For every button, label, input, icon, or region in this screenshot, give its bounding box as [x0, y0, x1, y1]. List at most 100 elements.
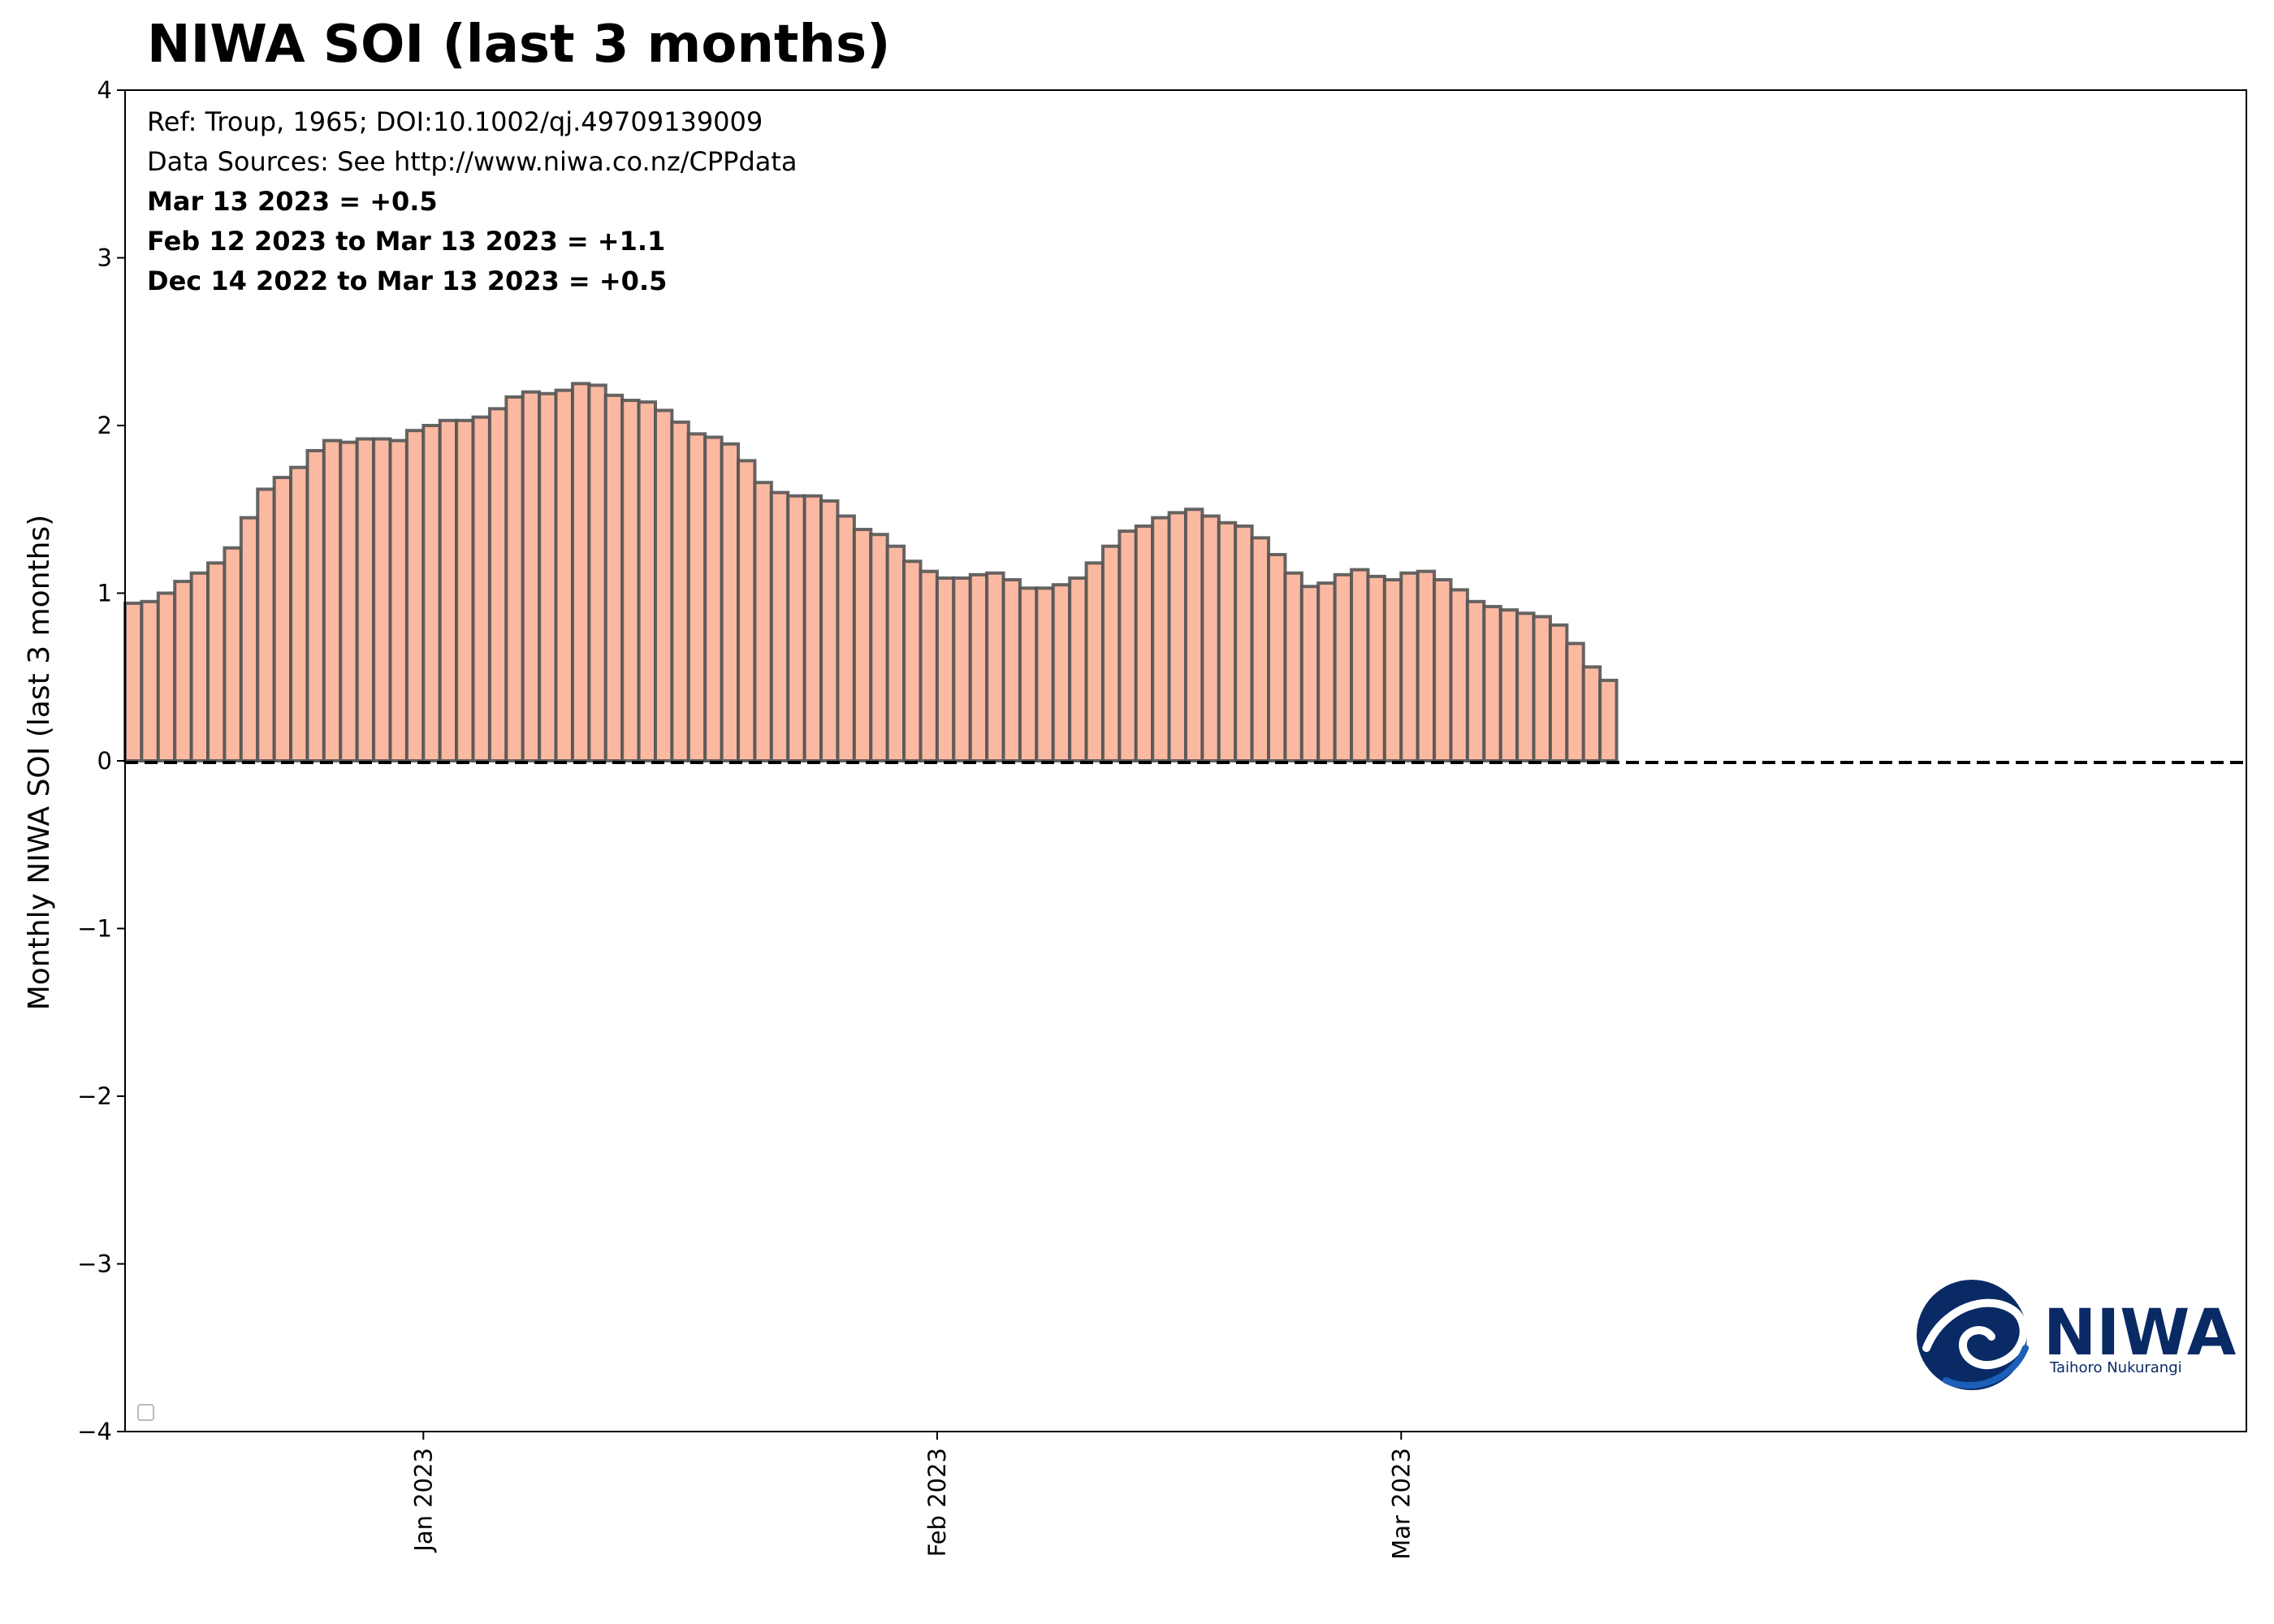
bar	[1399, 571, 1420, 762]
niwa-logo-tagline: Taihoro Nukurangi	[2049, 1359, 2182, 1376]
bar	[1167, 511, 1187, 762]
bar	[1498, 608, 1520, 763]
bar	[554, 388, 574, 762]
bar	[1084, 561, 1105, 763]
bar	[1234, 524, 1254, 763]
bar	[1134, 524, 1155, 763]
y-tick-label: −4	[77, 1418, 112, 1445]
bar	[1598, 678, 1619, 763]
bar	[1548, 623, 1569, 762]
bar	[438, 418, 459, 762]
niwa-logo-wordmark: NIWA	[2043, 1297, 2236, 1370]
annotation-line: Ref: Troup, 1965; DOI:10.1002/qj.4970913…	[147, 106, 763, 137]
bar	[587, 383, 607, 762]
y-axis-label: Monthly NIWA SOI (last 3 months)	[23, 515, 56, 1011]
bar	[1449, 588, 1469, 762]
bar	[471, 415, 491, 762]
bar	[372, 437, 392, 763]
bar	[173, 580, 193, 762]
bar	[504, 395, 525, 762]
bar	[620, 399, 641, 762]
bar	[968, 572, 989, 763]
bar	[952, 576, 972, 762]
x-tick-label: Mar 2023	[1387, 1448, 1415, 1560]
bar	[156, 591, 177, 762]
bar	[305, 448, 326, 762]
y-tick-label: 3	[97, 244, 112, 272]
bar	[1382, 577, 1403, 762]
bar	[1433, 577, 1453, 762]
bar	[1118, 529, 1138, 762]
y-tick-label: 1	[97, 580, 112, 607]
bar	[1283, 571, 1303, 762]
bar-series	[123, 382, 1619, 763]
niwa-logo-swirl-wave	[1922, 1298, 2028, 1370]
bar	[1267, 553, 1287, 762]
bar	[1333, 572, 1354, 763]
bar	[1151, 516, 1171, 763]
bar	[388, 438, 409, 763]
bar	[322, 438, 343, 763]
bar	[422, 424, 442, 762]
bar	[1001, 577, 1022, 762]
y-tick-label: −2	[77, 1082, 112, 1110]
bar	[1316, 581, 1337, 762]
bar	[487, 407, 508, 762]
bar	[1465, 599, 1486, 762]
bar	[404, 429, 426, 762]
bar	[123, 601, 144, 763]
y-tick-label: 4	[97, 76, 112, 104]
bar	[819, 499, 840, 762]
niwa-logo: NIWA Taihoro Nukurangi	[1917, 1280, 2236, 1390]
bar	[1581, 665, 1602, 762]
y-tick-label: 0	[97, 747, 112, 775]
bar	[1482, 605, 1502, 763]
bar	[852, 528, 873, 763]
chart-title: NIWA SOI (last 3 months)	[147, 15, 890, 75]
bar	[1532, 615, 1552, 762]
bar	[140, 599, 160, 762]
bar	[919, 569, 939, 763]
bar	[786, 494, 806, 762]
x-axis-ticks: Jan 2023 Feb 2023 Mar 2023	[409, 1432, 1415, 1560]
bar	[538, 391, 558, 762]
bar	[637, 400, 658, 762]
bar	[256, 487, 276, 762]
legend-box	[137, 1404, 154, 1421]
bar	[570, 382, 591, 763]
bar	[686, 432, 707, 763]
bar	[1515, 611, 1536, 763]
bar	[885, 544, 906, 762]
bar	[737, 459, 757, 762]
bar	[1068, 576, 1088, 762]
bar	[1184, 508, 1204, 762]
bar	[654, 408, 674, 762]
annotation-line: Data Sources: See http://www.niwa.co.nz/…	[147, 146, 798, 177]
bar	[753, 481, 773, 763]
bar	[355, 437, 376, 763]
bar	[189, 571, 210, 762]
x-tick-label: Feb 2023	[923, 1448, 951, 1557]
bar	[1035, 586, 1055, 762]
bar	[603, 393, 625, 762]
x-tick-label: Jan 2023	[409, 1448, 437, 1553]
bar	[521, 390, 542, 762]
bar	[720, 442, 741, 762]
bar	[223, 546, 243, 762]
bar	[802, 494, 824, 762]
annotation-block: Ref: Troup, 1965; DOI:10.1002/qj.4970913…	[147, 106, 798, 296]
bar	[769, 490, 790, 762]
annotation-line: Dec 14 2022 to Mar 13 2023 = +0.5	[147, 266, 667, 296]
annotation-line: Mar 13 2023 = +0.5	[147, 186, 438, 217]
niwa-logo-swirl-accent	[1943, 1345, 2029, 1389]
bar	[239, 516, 260, 763]
bar	[985, 571, 1005, 762]
bar	[1200, 514, 1221, 762]
bar	[1100, 544, 1122, 762]
bar	[1051, 583, 1072, 762]
bar	[902, 559, 923, 763]
y-tick-label: 2	[97, 412, 112, 439]
bar	[289, 465, 309, 763]
bar	[1565, 641, 1585, 763]
